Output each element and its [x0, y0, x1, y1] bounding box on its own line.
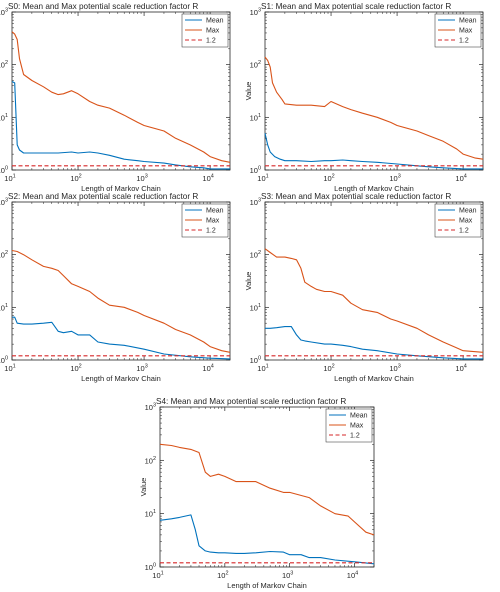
chart-title: S1: Mean and Max potential scale reducti… [261, 2, 451, 11]
series-line-mean [265, 326, 483, 360]
legend: Mean Max 1.2 [434, 203, 482, 238]
legend-label: 1.2 [206, 38, 216, 45]
y-tick-label: 102 [0, 60, 8, 70]
x-tick-label: 103 [136, 174, 147, 184]
y-tick-label: 101 [250, 113, 261, 123]
x-axis-label: Length of Markov Chain [227, 581, 307, 590]
series-line-max [11, 249, 231, 353]
legend-label: Mean [459, 208, 477, 215]
y-tick-label: 102 [250, 250, 261, 260]
x-tick-label: 103 [389, 174, 400, 184]
x-tick-label: 102 [323, 174, 334, 184]
legend-label: 1.2 [459, 228, 469, 235]
legend: Mean Max 1.2 [434, 13, 482, 48]
chart-title: S2: Mean and Max potential scale reducti… [8, 192, 198, 201]
legend-label: 1.2 [459, 38, 469, 45]
y-tick-label: 101 [145, 509, 156, 519]
y-tick-label: 100 [0, 356, 8, 366]
y-tick-label: 100 [145, 563, 156, 573]
legend-label: Max [459, 28, 473, 35]
y-axis-label: Value [139, 478, 148, 497]
y-tick-label: 103 [0, 8, 8, 18]
series-line-max [11, 31, 231, 163]
legend-label: Max [206, 218, 220, 225]
x-tick-label: 103 [136, 364, 147, 374]
x-tick-label: 101 [257, 364, 268, 374]
series-line-mean [11, 81, 230, 170]
y-tick-label: 100 [250, 356, 261, 366]
y-tick-label: 103 [0, 198, 8, 208]
x-tick-label: 101 [4, 364, 15, 374]
x-tick-label: 101 [152, 571, 163, 581]
legend-label: Max [350, 423, 364, 430]
x-tick-label: 104 [202, 364, 213, 374]
y-tick-label: 102 [250, 60, 261, 70]
legend-label: Max [206, 28, 220, 35]
legend-label: 1.2 [350, 433, 360, 440]
y-tick-label: 103 [250, 198, 261, 208]
x-axis-label: Length of Markov Chain [81, 374, 161, 383]
x-tick-label: 104 [202, 174, 213, 184]
legend: Mean Max 1.2 [181, 13, 229, 48]
y-tick-label: 103 [145, 403, 156, 413]
x-tick-label: 102 [70, 174, 81, 184]
chart-panel-0: 100101102103101102103104S0: Mean and Max… [0, 2, 231, 193]
y-axis-label: Value [244, 82, 253, 101]
y-tick-label: 101 [250, 303, 261, 313]
x-tick-label: 102 [323, 364, 334, 374]
x-tick-label: 101 [4, 174, 15, 184]
legend-label: Mean [459, 18, 477, 25]
x-axis-label: Length of Markov Chain [334, 374, 414, 383]
x-tick-label: 103 [282, 571, 293, 581]
legend-label: Mean [206, 208, 224, 215]
y-tick-label: 103 [250, 8, 261, 18]
series-line-max [264, 248, 484, 353]
chart-title: S4: Mean and Max potential scale reducti… [156, 397, 346, 406]
y-tick-label: 100 [250, 166, 261, 176]
chart-panel-2: 100101102103101102103104S2: Mean and Max… [0, 192, 231, 383]
series-line-mean [264, 133, 483, 170]
chart-title: S0: Mean and Max potential scale reducti… [8, 2, 198, 11]
series-line-max [159, 443, 375, 536]
x-tick-label: 104 [455, 364, 466, 374]
legend-label: Mean [350, 413, 368, 420]
series-line-mean [159, 514, 375, 565]
legend: Mean Max 1.2 [181, 203, 229, 238]
legend-label: Mean [206, 18, 224, 25]
series-line-mean [12, 316, 231, 360]
y-tick-label: 102 [0, 250, 8, 260]
legend: Mean Max 1.2 [325, 408, 373, 443]
x-axis-label: Length of Markov Chain [81, 184, 161, 193]
y-tick-label: 101 [0, 303, 8, 313]
y-tick-label: 101 [0, 113, 8, 123]
x-axis-label: Length of Markov Chain [334, 184, 414, 193]
x-tick-label: 104 [347, 571, 358, 581]
x-tick-label: 104 [455, 174, 466, 184]
x-tick-label: 102 [217, 571, 228, 581]
legend-label: 1.2 [206, 228, 216, 235]
x-tick-label: 103 [389, 364, 400, 374]
y-axis-label: Value [244, 272, 253, 291]
x-tick-label: 101 [257, 174, 268, 184]
series-line-max [264, 56, 484, 160]
legend-label: Max [459, 218, 473, 225]
y-tick-label: 100 [0, 166, 8, 176]
chart-title: S3: Mean and Max potential scale reducti… [261, 192, 451, 201]
y-tick-label: 102 [145, 456, 156, 466]
x-tick-label: 102 [70, 364, 81, 374]
